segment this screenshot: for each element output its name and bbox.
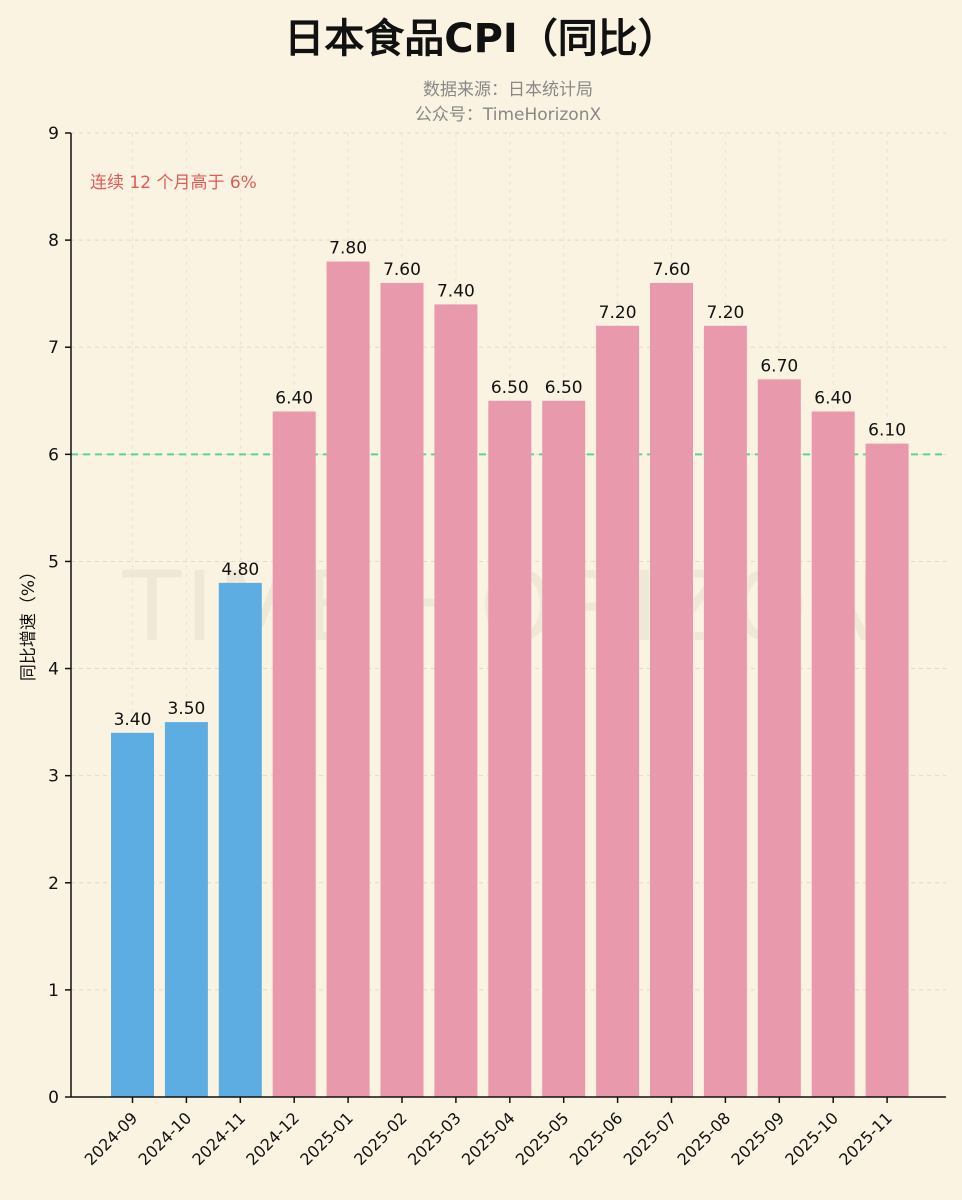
x-tick-label-2024-12: 2024-12 bbox=[242, 1108, 303, 1169]
x-tick-label-2025-04: 2025-04 bbox=[458, 1108, 519, 1169]
bar-2025-08 bbox=[703, 325, 747, 1097]
bar-2025-05 bbox=[542, 400, 586, 1097]
bar-2025-10 bbox=[811, 411, 855, 1097]
y-tick-label: 8 bbox=[48, 231, 59, 251]
x-tick-label-2024-10: 2024-10 bbox=[135, 1108, 196, 1169]
data-label-2024-09: 3.40 bbox=[114, 710, 152, 730]
annotation-text: 连续 12 个月高于 6% bbox=[90, 173, 257, 193]
data-label-2025-08: 7.20 bbox=[706, 303, 744, 323]
data-label-2025-10: 6.40 bbox=[814, 388, 852, 408]
y-tick-label: 3 bbox=[48, 767, 59, 787]
bar-2025-07 bbox=[650, 282, 693, 1097]
bar-2024-10 bbox=[164, 722, 208, 1097]
x-tick-label-2025-03: 2025-03 bbox=[404, 1108, 465, 1169]
y-axis-label: 同比增速（%） bbox=[19, 563, 39, 681]
chart-subtitle-source: 数据来源：日本统计局 bbox=[423, 80, 593, 100]
y-tick-label: 5 bbox=[48, 552, 59, 572]
x-tick-label-2025-07: 2025-07 bbox=[620, 1108, 681, 1169]
x-tick-label-2025-02: 2025-02 bbox=[350, 1108, 411, 1169]
x-tick-label-2025-06: 2025-06 bbox=[566, 1108, 627, 1169]
y-tick-label: 9 bbox=[48, 124, 59, 144]
data-label-2025-01: 7.80 bbox=[329, 239, 367, 259]
chart-title: 日本食品CPI（同比） bbox=[284, 16, 678, 62]
chart-subtitle-account: 公众号：TimeHorizonX bbox=[415, 105, 602, 125]
bar-2025-06 bbox=[596, 325, 640, 1097]
bar-2024-09 bbox=[111, 732, 154, 1097]
bar-2024-11 bbox=[218, 582, 262, 1097]
data-label-2025-03: 7.40 bbox=[437, 281, 475, 301]
x-tick-label-2025-09: 2025-09 bbox=[727, 1108, 788, 1169]
bar-2025-11 bbox=[865, 443, 909, 1098]
x-tick-label-2024-09: 2024-09 bbox=[81, 1108, 142, 1169]
y-tick-label: 2 bbox=[48, 874, 59, 894]
x-tick-label-2025-11: 2025-11 bbox=[835, 1108, 896, 1169]
data-label-2025-07: 7.60 bbox=[653, 260, 691, 280]
x-tick-label-2024-11: 2024-11 bbox=[188, 1108, 249, 1169]
data-label-2025-05: 6.50 bbox=[545, 378, 583, 398]
data-label-2024-10: 3.50 bbox=[167, 699, 205, 719]
y-tick-label: 6 bbox=[48, 445, 59, 465]
bar-2025-09 bbox=[757, 379, 801, 1097]
data-label-2025-02: 7.60 bbox=[383, 260, 421, 280]
y-tick-label: 7 bbox=[48, 338, 59, 358]
data-label-2024-11: 4.80 bbox=[221, 560, 259, 580]
data-label-2025-09: 6.70 bbox=[760, 356, 798, 376]
data-label-2025-04: 6.50 bbox=[491, 378, 529, 398]
bar-2025-01 bbox=[326, 261, 370, 1097]
bar-2025-04 bbox=[488, 400, 532, 1097]
bars bbox=[111, 261, 909, 1098]
bar-2024-12 bbox=[272, 411, 316, 1097]
bar-2025-03 bbox=[434, 304, 478, 1097]
data-label-2025-11: 6.10 bbox=[868, 421, 906, 441]
x-tick-label-2025-08: 2025-08 bbox=[674, 1108, 735, 1169]
data-label-2024-12: 6.40 bbox=[275, 388, 313, 408]
y-tick-label: 4 bbox=[48, 660, 59, 680]
bar-2025-02 bbox=[380, 282, 424, 1097]
data-label-2025-06: 7.20 bbox=[599, 303, 637, 323]
y-tick-label: 1 bbox=[48, 981, 59, 1001]
x-tick-label-2025-01: 2025-01 bbox=[296, 1108, 357, 1169]
data-labels: 3.40 3.50 4.80 6.40 7.80 7.60 7.40 6.50 6.50 7.20… bbox=[114, 239, 906, 730]
x-tick-label-2025-05: 2025-05 bbox=[512, 1108, 573, 1169]
y-tick-label: 0 bbox=[48, 1088, 59, 1108]
x-tick-label-2025-10: 2025-10 bbox=[781, 1108, 842, 1169]
